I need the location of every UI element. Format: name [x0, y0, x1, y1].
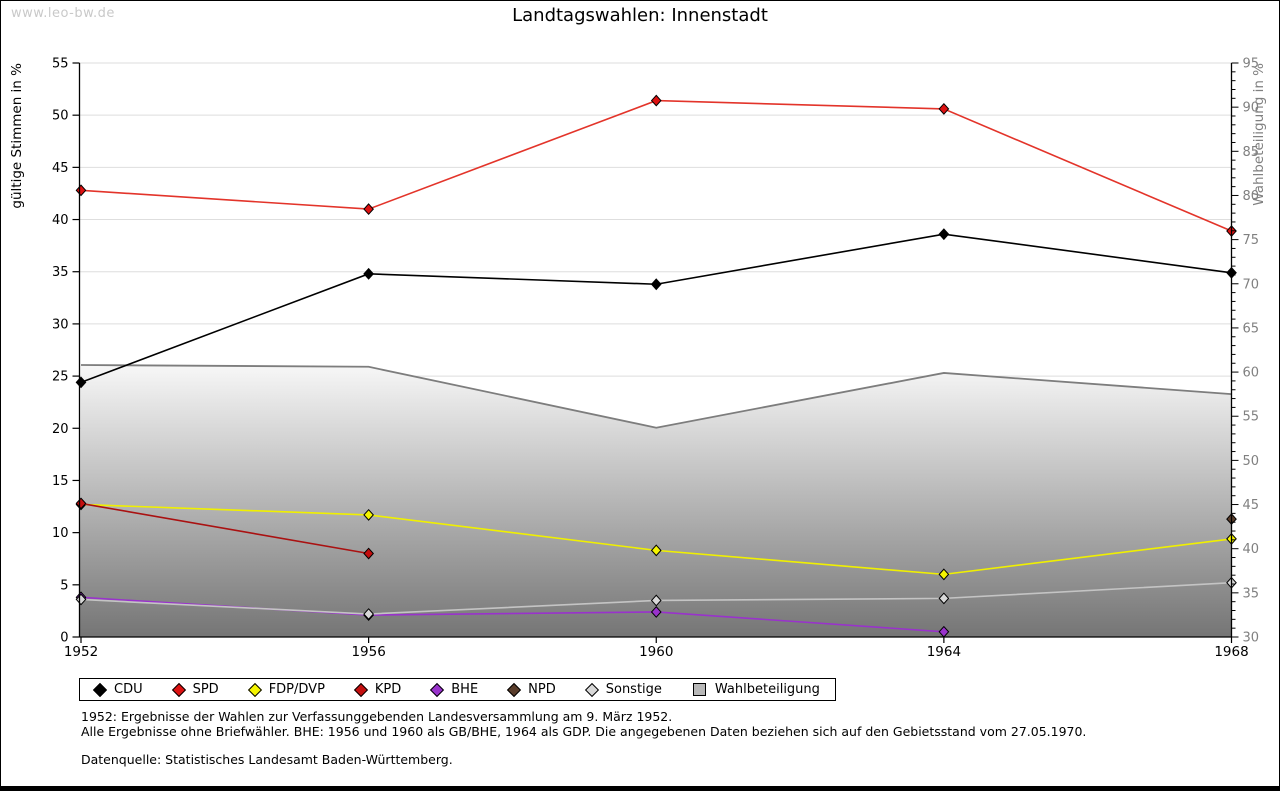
right-tick-label: 90 — [1243, 101, 1260, 116]
cdu-marker — [363, 267, 374, 280]
npd-diamond-icon — [507, 682, 522, 697]
legend-item-wahlbeteiligung: Wahlbeteiligung — [692, 682, 820, 697]
legend-label: CDU — [114, 682, 143, 697]
legend-label: FDP/DVP — [268, 682, 325, 697]
sonstige-marker — [75, 593, 87, 606]
kpd-diamond-icon — [353, 682, 368, 697]
wahlbeteiligung-line — [80, 364, 1232, 429]
chart-canvas: 0 5 10 15 20 25 30 35 40 45 50 55 30 35 40 45 50 55 60 65 70… — [9, 57, 1267, 661]
right-axis-title: Wahlbeteiligung in % — [1251, 63, 1267, 206]
legend-item-fdp-dvp: FDP/DVP — [247, 682, 325, 697]
right-tick-label: 55 — [1243, 410, 1260, 425]
left-tick-label: 45 — [52, 161, 69, 176]
legend-label: SPD — [192, 682, 219, 697]
right-tick-label: 50 — [1243, 454, 1260, 469]
right-tick-label: 40 — [1243, 542, 1260, 557]
spd-line — [80, 99, 1232, 232]
kpd-marker — [75, 497, 87, 510]
x-tick-label: 1968 — [1214, 644, 1248, 660]
right-tick-label: 70 — [1243, 277, 1260, 292]
left-tick-label: 20 — [52, 422, 69, 437]
right-tick-label: 85 — [1243, 145, 1260, 160]
legend-label: Wahlbeteiligung — [714, 682, 820, 697]
footnote-line: Alle Ergebnisse ohne Briefwähler. BHE: 1… — [81, 723, 1087, 739]
sonstige-diamond-icon — [584, 682, 599, 697]
cdu-marker — [650, 278, 662, 291]
cdu-marker — [938, 228, 950, 241]
legend-item-kpd: KPD — [353, 682, 402, 697]
right-tick-label: 65 — [1243, 321, 1260, 336]
spd-marker — [650, 94, 662, 107]
legend-item-spd: SPD — [171, 682, 219, 697]
left-axis-title: gültige Stimmen in % — [9, 63, 25, 209]
legend-label: KPD — [374, 682, 402, 697]
x-tick-label: 1960 — [639, 644, 673, 660]
left-tick-label: 30 — [52, 317, 69, 332]
cdu-diamond-icon — [92, 682, 108, 697]
footnote-line: 1952: Ergebnisse der Wahlen zur Verfassu… — [81, 709, 673, 724]
spd-marker — [75, 184, 87, 197]
kpd-marker — [363, 547, 374, 560]
chart-title: Landtagswahlen: Innenstadt — [512, 5, 768, 26]
right-tick-label: 30 — [1243, 631, 1260, 646]
fdp-dvp-diamond-icon — [247, 682, 262, 697]
sonstige-marker — [938, 592, 950, 605]
watermark-url: www.leo-bw.de — [11, 6, 115, 21]
left-tick-label: 55 — [52, 57, 69, 72]
sonstige-marker — [650, 594, 662, 607]
legend-label: NPD — [528, 682, 556, 697]
fdp-dvp-marker — [650, 544, 662, 557]
right-tick-label: 80 — [1243, 189, 1260, 204]
left-tick-label: 35 — [52, 265, 69, 280]
legend-item-cdu: CDU — [92, 682, 143, 697]
kpd-line — [80, 502, 369, 555]
right-tick-label: 75 — [1243, 233, 1260, 248]
spd-marker — [938, 102, 950, 115]
chart-legend: CDU SPD FDP/DVP KPD BHE NPD Sonstige Wahlbeteil… — [79, 678, 836, 701]
x-tick-label: 1952 — [64, 644, 98, 660]
right-tick-label: 45 — [1243, 498, 1260, 513]
legend-label: BHE — [451, 682, 479, 697]
right-tick-label: 60 — [1243, 366, 1260, 381]
legend-label: Sonstige — [605, 682, 662, 697]
bhe-diamond-icon — [430, 682, 445, 697]
legend-item-npd: NPD — [507, 682, 556, 697]
left-tick-label: 25 — [52, 370, 69, 385]
left-tick-label: 0 — [60, 631, 68, 646]
right-tick-label: 35 — [1243, 586, 1260, 601]
spd-diamond-icon — [171, 682, 186, 697]
bhe-marker — [650, 606, 662, 618]
x-tick-label: 1956 — [351, 644, 385, 660]
right-tick-label: 95 — [1243, 57, 1260, 72]
wahlbeteiligung-square-icon — [692, 683, 706, 696]
spd-marker — [363, 203, 374, 216]
legend-item-bhe: BHE — [430, 682, 479, 697]
fdp-dvp-marker — [363, 508, 374, 521]
left-tick-label: 40 — [52, 213, 69, 228]
x-tick-label: 1964 — [927, 644, 961, 660]
left-tick-label: 5 — [60, 578, 68, 593]
left-tick-label: 10 — [52, 526, 69, 541]
fdp-dvp-marker — [938, 568, 950, 581]
cdu-line — [80, 233, 1232, 384]
legend-item-sonstige: Sonstige — [584, 682, 662, 697]
left-tick-label: 15 — [52, 474, 69, 489]
footnote-source: Datenquelle: Statistisches Landesamt Bad… — [81, 752, 453, 767]
left-tick-label: 50 — [52, 109, 69, 124]
sonstige-marker — [363, 608, 374, 620]
chart-footnotes: 1952: Ergebnisse der Wahlen zur Verfassu… — [81, 709, 1087, 768]
cdu-marker — [75, 376, 87, 389]
